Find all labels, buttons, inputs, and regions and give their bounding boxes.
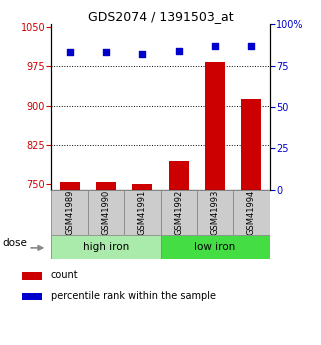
Point — [103, 50, 108, 55]
Text: dose: dose — [3, 238, 27, 248]
Bar — [51, 235, 160, 259]
Text: GSM41991: GSM41991 — [138, 189, 147, 235]
Bar — [132, 184, 152, 190]
Bar — [96, 183, 116, 190]
Text: GSM41989: GSM41989 — [65, 189, 74, 235]
Bar — [60, 182, 80, 190]
Bar — [233, 190, 270, 235]
Bar — [51, 190, 88, 235]
Point — [176, 48, 181, 53]
Bar — [22, 293, 42, 300]
Bar — [205, 62, 225, 190]
Text: GSM41992: GSM41992 — [174, 189, 183, 235]
Bar — [22, 272, 42, 279]
Title: GDS2074 / 1391503_at: GDS2074 / 1391503_at — [88, 10, 233, 23]
Text: high iron: high iron — [83, 242, 129, 252]
Text: percentile rank within the sample: percentile rank within the sample — [51, 291, 216, 301]
Text: GSM41994: GSM41994 — [247, 189, 256, 235]
Bar — [197, 190, 233, 235]
Bar — [88, 190, 124, 235]
Bar — [160, 235, 270, 259]
Text: GSM41993: GSM41993 — [211, 189, 220, 235]
Bar — [241, 99, 261, 190]
Text: GSM41990: GSM41990 — [101, 189, 110, 235]
Point — [140, 51, 145, 57]
Text: low iron: low iron — [195, 242, 236, 252]
Point — [249, 43, 254, 48]
Bar — [169, 161, 189, 190]
Bar — [160, 190, 197, 235]
Point — [213, 43, 218, 48]
Bar — [124, 190, 160, 235]
Text: count: count — [51, 270, 78, 280]
Point — [67, 50, 72, 55]
